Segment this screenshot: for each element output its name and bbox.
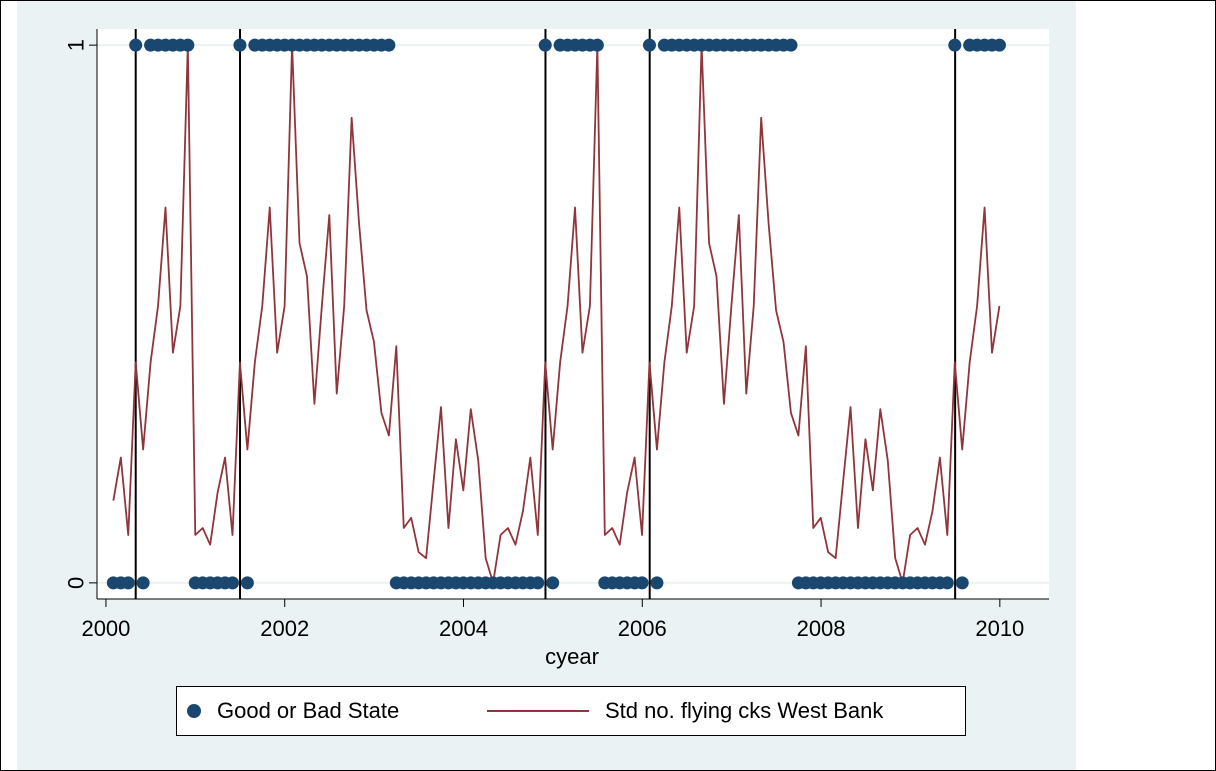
series-point-state [635,576,649,590]
series-point-state [225,576,239,590]
series-point-state [136,576,150,590]
y-tick-label: 0 [64,577,89,589]
legend-label-state: Good or Bad State [217,698,400,723]
series-line-flying-checkpoints [112,44,1001,584]
series-point-state [940,576,954,590]
series-point-state [642,38,656,52]
series-point-state [546,576,560,590]
legend: Good or Bad State Std no. flying cks Wes… [176,686,966,736]
series-point-state [531,576,545,590]
series-point-state [181,38,195,52]
x-tick-label: 2010 [975,616,1024,641]
series-point-state [121,576,135,590]
legend-marker-icon [187,704,201,718]
x-tick-label: 2008 [797,616,846,641]
legend-item-checkpoints: Std no. flying cks West Bank [487,687,883,735]
legend-label-checkpoints: Std no. flying cks West Bank [605,698,884,723]
legend-line-icon [487,710,589,712]
series-point-state [382,38,396,52]
series-point-state [992,38,1006,52]
series-point-state [590,38,604,52]
x-tick-label: 2000 [81,616,130,641]
x-tick-label: 2004 [439,616,488,641]
series-point-state [784,38,798,52]
series-point-state [129,38,143,52]
series-point-state [650,576,664,590]
x-tick-label: 2002 [260,616,309,641]
series-point-state [233,38,247,52]
series-point-state [948,38,962,52]
y-tick-label: 1 [64,39,89,51]
series-point-state [240,576,254,590]
x-axis-title: cyear [545,644,599,669]
x-tick-label: 2006 [618,616,667,641]
legend-item-state: Good or Bad State [187,687,399,735]
series-point-state [955,576,969,590]
series-point-state [538,38,552,52]
